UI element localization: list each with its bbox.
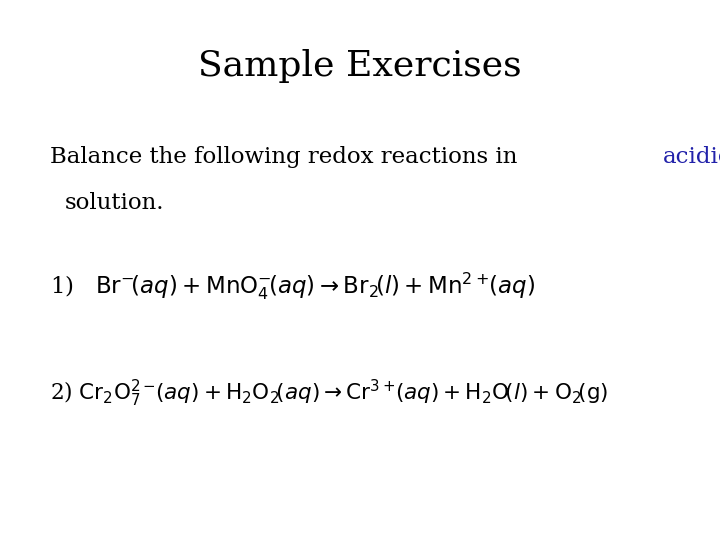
Text: 2) $\mathrm{Cr_2O_7^{2-}}\!\mathit{(aq)} + \mathrm{H_2O_2}\!\mathit{(aq)} \right: 2) $\mathrm{Cr_2O_7^{2-}}\!\mathit{(aq)}… <box>50 378 609 409</box>
Text: solution.: solution. <box>65 192 164 214</box>
Text: acidic: acidic <box>663 146 720 168</box>
Text: 1)   $\mathrm{Br^{-}}\!\mathit{(aq)} + \mathrm{MnO_4^{-}}\!\mathit{(aq)} \righta: 1) $\mathrm{Br^{-}}\!\mathit{(aq)} + \ma… <box>50 270 536 302</box>
Text: Sample Exercises: Sample Exercises <box>198 49 522 83</box>
Text: Balance the following redox reactions in: Balance the following redox reactions in <box>50 146 525 168</box>
